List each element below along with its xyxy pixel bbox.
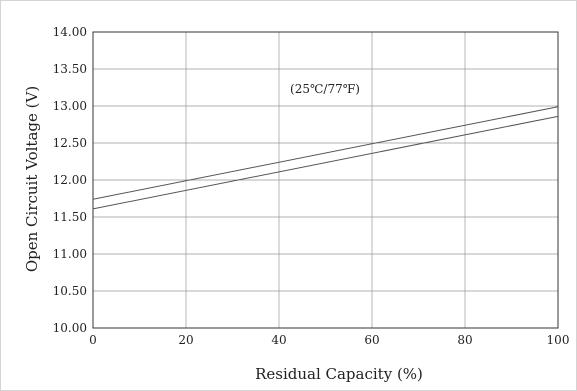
- x-tick-label: 80: [457, 333, 472, 347]
- x-tick-label: 0: [89, 333, 97, 347]
- x-tick-label: 20: [178, 333, 193, 347]
- lower-voltage-line: [92, 115, 559, 210]
- y-tick-label: 13.00: [53, 99, 87, 113]
- y-tick-label: 10.00: [53, 321, 87, 335]
- y-tick-label: 14.00: [53, 25, 87, 39]
- upper-voltage-line: [92, 106, 559, 200]
- x-tick-label: 40: [271, 333, 286, 347]
- y-axis-title: Open Circuit Voltage (V): [23, 86, 41, 272]
- x-tick-label: 60: [364, 333, 379, 347]
- y-tick-label: 11.00: [53, 247, 87, 261]
- temperature-annotation: (25℃/77℉): [290, 82, 360, 96]
- y-tick-label: 10.50: [53, 284, 87, 298]
- x-axis-title: Residual Capacity (%): [255, 365, 423, 383]
- x-tick-label: 100: [547, 333, 570, 347]
- y-tick-label: 12.50: [53, 136, 87, 150]
- y-tick-label: 11.50: [53, 210, 87, 224]
- plot-frame: [92, 31, 559, 329]
- y-tick-label: 13.50: [53, 62, 87, 76]
- y-tick-label: 12.00: [53, 173, 87, 187]
